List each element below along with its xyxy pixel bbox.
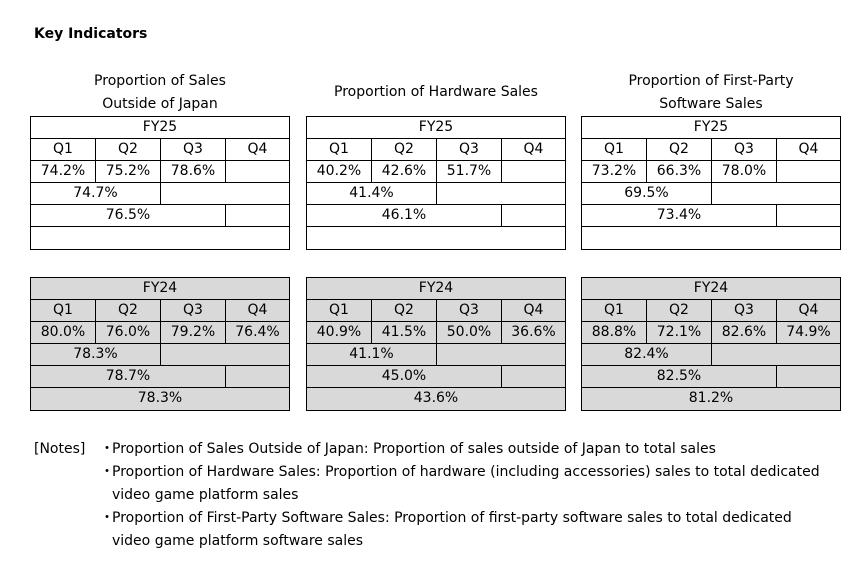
quarter-header-q4: Q4 — [798, 302, 819, 318]
panel-title-line1: Proportion of Sales — [94, 73, 226, 89]
fy-label: FY24 — [142, 280, 178, 296]
page-title: Key Indicators — [34, 26, 148, 42]
nine-month-value: 76.5% — [31, 205, 226, 226]
quarter-value-q3: 79.2% — [161, 322, 226, 343]
quarter-header-q2: Q2 — [372, 300, 437, 321]
fy-label: FY25 — [693, 119, 729, 135]
note-item: ・ Proportion of Sales Outside of Japan: … — [100, 438, 830, 461]
note-text: Proportion of First-Party Software Sales… — [112, 510, 792, 549]
full-year-value — [31, 227, 289, 249]
panel-title-hardware: Proportion of Hardware Sales — [306, 81, 566, 104]
quarter-value-q3: 82.6% — [712, 322, 777, 343]
quarter-header-q1: Q1 — [582, 139, 647, 160]
table-overseas-fy25: FY25 Q1 Q2 Q3 Q4 74.2% 75.2% 78.6% 74.7%… — [30, 116, 290, 250]
full-year-value: 43.6% — [413, 390, 459, 406]
quarter-value-q4 — [226, 161, 289, 182]
quarter-header-q1: Q1 — [307, 300, 372, 321]
quarter-header-q3: Q3 — [712, 139, 777, 160]
fy-label: FY25 — [142, 119, 178, 135]
quarter-value-q3: 51.7% — [437, 161, 502, 182]
note-text: Proportion of Hardware Sales: Proportion… — [112, 464, 820, 503]
panel-title-first-party: Proportion of First-Party Software Sales — [581, 70, 841, 116]
quarter-header-q2: Q2 — [647, 139, 712, 160]
fy-label: FY24 — [693, 280, 729, 296]
nine-month-value: 78.7% — [31, 366, 226, 387]
quarter-header-q4: Q4 — [247, 141, 268, 157]
quarter-value-q2: 66.3% — [647, 161, 712, 182]
quarter-header-q2: Q2 — [96, 300, 161, 321]
first-half-value: 69.5% — [582, 183, 712, 204]
quarter-header-q4: Q4 — [247, 302, 268, 318]
quarter-header-q1: Q1 — [582, 300, 647, 321]
quarter-header-q2: Q2 — [372, 139, 437, 160]
quarter-value-q4 — [777, 161, 840, 182]
notes-list: ・ Proportion of Sales Outside of Japan: … — [100, 438, 830, 553]
panel-title-line2: Software Sales — [659, 96, 763, 112]
quarter-value-q2: 76.0% — [96, 322, 161, 343]
quarter-value-q1: 80.0% — [31, 322, 96, 343]
nine-month-value: 45.0% — [307, 366, 502, 387]
quarter-value-q1: 40.9% — [307, 322, 372, 343]
bullet-icon: ・ — [100, 510, 114, 526]
quarter-value-q2: 41.5% — [372, 322, 437, 343]
quarter-header-q4: Q4 — [523, 141, 544, 157]
quarter-value-q1: 88.8% — [582, 322, 647, 343]
quarter-header-q1: Q1 — [31, 300, 96, 321]
quarter-header-q4: Q4 — [523, 302, 544, 318]
table-hardware-fy24: FY24 Q1 Q2 Q3 Q4 40.9% 41.5% 50.0% 36.6%… — [306, 277, 566, 411]
notes-label: [Notes] — [34, 441, 86, 457]
note-item: ・ Proportion of Hardware Sales: Proporti… — [100, 461, 830, 507]
first-half-value: 78.3% — [31, 344, 161, 365]
quarter-header-q1: Q1 — [31, 139, 96, 160]
nine-month-value: 82.5% — [582, 366, 777, 387]
first-half-value: 82.4% — [582, 344, 712, 365]
fy-label: FY25 — [418, 119, 454, 135]
quarter-value-q4: 36.6% — [511, 324, 556, 340]
table-overseas-fy24: FY24 Q1 Q2 Q3 Q4 80.0% 76.0% 79.2% 76.4%… — [30, 277, 290, 411]
note-text: Proportion of Sales Outside of Japan: Pr… — [112, 441, 716, 457]
quarter-value-q2: 42.6% — [372, 161, 437, 182]
first-half-value: 41.4% — [307, 183, 437, 204]
quarter-value-q1: 74.2% — [31, 161, 96, 182]
panel-title-line1: Proportion of First-Party — [628, 73, 794, 89]
full-year-value: 81.2% — [688, 390, 734, 406]
quarter-value-q3: 78.0% — [712, 161, 777, 182]
quarter-value-q4: 74.9% — [786, 324, 831, 340]
quarter-value-q3: 78.6% — [161, 161, 226, 182]
panel-title-line2: Outside of Japan — [102, 96, 218, 112]
nine-month-value: 46.1% — [307, 205, 502, 226]
quarter-header-q4: Q4 — [798, 141, 819, 157]
quarter-value-q4: 76.4% — [235, 324, 280, 340]
panel-title-overseas: Proportion of Sales Outside of Japan — [30, 70, 290, 116]
first-half-value: 41.1% — [307, 344, 437, 365]
nine-month-value: 73.4% — [582, 205, 777, 226]
bullet-icon: ・ — [100, 464, 114, 480]
fy-label: FY24 — [418, 280, 454, 296]
note-item: ・ Proportion of First-Party Software Sal… — [100, 507, 830, 553]
quarter-header-q2: Q2 — [647, 300, 712, 321]
quarter-value-q4 — [502, 161, 565, 182]
table-hardware-fy25: FY25 Q1 Q2 Q3 Q4 40.2% 42.6% 51.7% 41.4%… — [306, 116, 566, 250]
quarter-header-q3: Q3 — [161, 139, 226, 160]
quarter-value-q2: 72.1% — [647, 322, 712, 343]
quarter-header-q3: Q3 — [437, 300, 502, 321]
quarter-value-q1: 40.2% — [307, 161, 372, 182]
quarter-value-q2: 75.2% — [96, 161, 161, 182]
quarter-value-q1: 73.2% — [582, 161, 647, 182]
quarter-header-q2: Q2 — [96, 139, 161, 160]
quarter-header-q1: Q1 — [307, 139, 372, 160]
table-first-party-fy25: FY25 Q1 Q2 Q3 Q4 73.2% 66.3% 78.0% 69.5%… — [581, 116, 841, 250]
full-year-value — [307, 227, 565, 249]
table-first-party-fy24: FY24 Q1 Q2 Q3 Q4 88.8% 72.1% 82.6% 74.9%… — [581, 277, 841, 411]
first-half-value: 74.7% — [31, 183, 161, 204]
full-year-value: 78.3% — [137, 390, 183, 406]
bullet-icon: ・ — [100, 441, 114, 457]
quarter-header-q3: Q3 — [712, 300, 777, 321]
panel-title-line1: Proportion of Hardware Sales — [334, 84, 538, 100]
quarter-header-q3: Q3 — [437, 139, 502, 160]
full-year-value — [582, 227, 840, 249]
quarter-value-q3: 50.0% — [437, 322, 502, 343]
quarter-header-q3: Q3 — [161, 300, 226, 321]
